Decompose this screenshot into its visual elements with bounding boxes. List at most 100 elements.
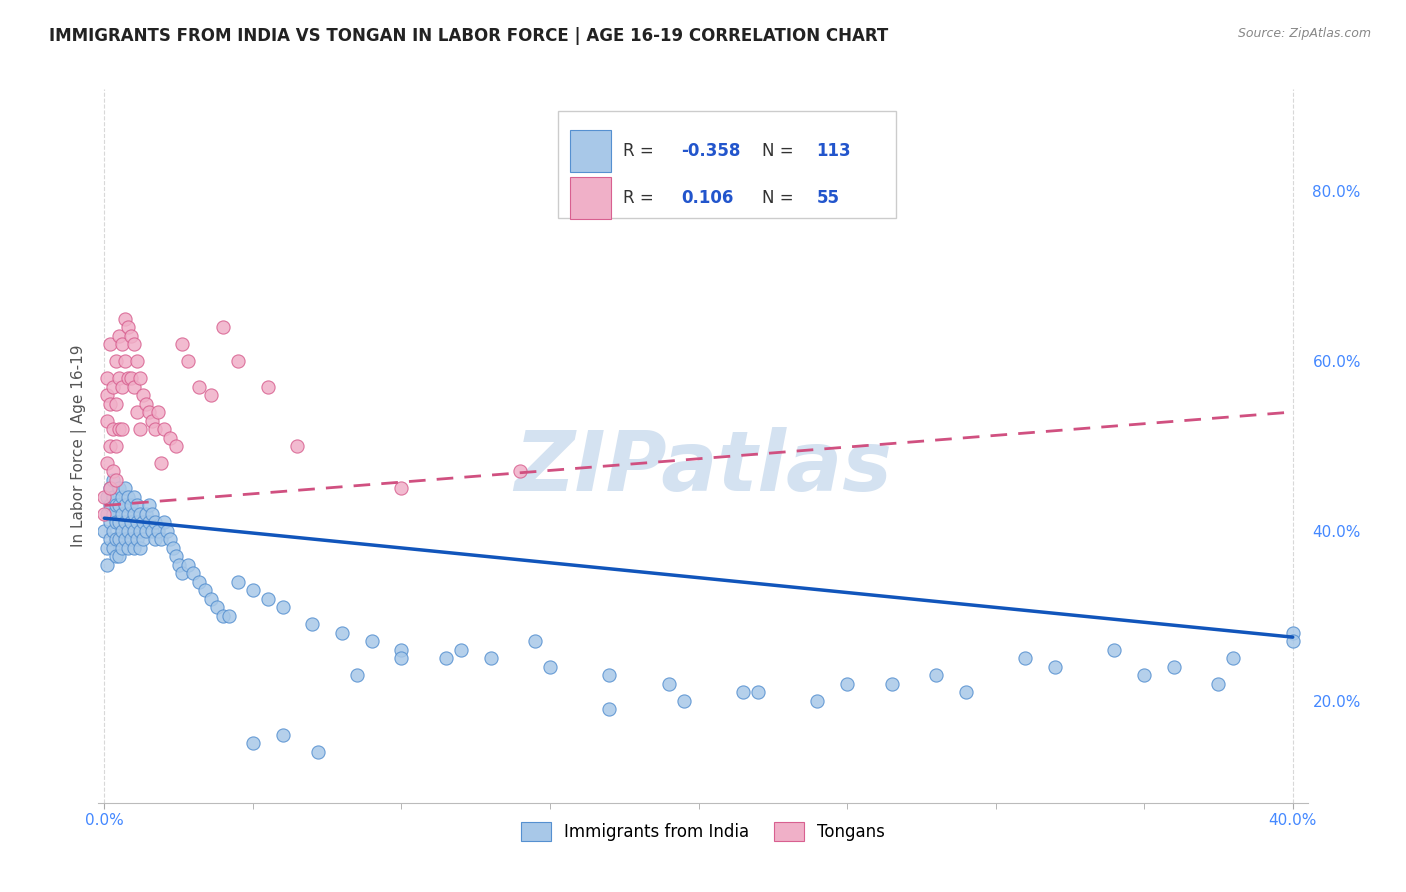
Point xyxy=(108,533,131,547)
Point xyxy=(96,507,118,521)
Point xyxy=(434,651,457,665)
Point xyxy=(125,354,148,368)
Point xyxy=(129,507,152,521)
Point xyxy=(114,311,136,326)
Point xyxy=(93,507,115,521)
Point xyxy=(96,541,118,555)
Point xyxy=(105,354,128,368)
Text: -0.358: -0.358 xyxy=(682,143,741,161)
Point xyxy=(117,490,139,504)
Point xyxy=(103,422,125,436)
Point xyxy=(835,677,858,691)
Point xyxy=(538,660,561,674)
Point xyxy=(117,371,139,385)
Point xyxy=(122,337,145,351)
Point xyxy=(129,371,152,385)
Point xyxy=(122,507,145,521)
Point xyxy=(1163,660,1185,674)
Point xyxy=(98,499,121,513)
Point xyxy=(149,456,172,470)
Point xyxy=(176,354,198,368)
Point xyxy=(256,591,278,606)
Point xyxy=(111,379,134,393)
Point xyxy=(122,379,145,393)
Point xyxy=(105,549,128,564)
Point xyxy=(138,405,160,419)
Point xyxy=(125,405,148,419)
Point xyxy=(226,574,249,589)
Point xyxy=(120,499,142,513)
Point xyxy=(598,668,620,682)
Point xyxy=(111,507,134,521)
Point xyxy=(108,516,131,530)
Text: Source: ZipAtlas.com: Source: ZipAtlas.com xyxy=(1237,27,1371,40)
Point xyxy=(391,482,413,496)
Point xyxy=(120,516,142,530)
Text: 113: 113 xyxy=(817,143,851,161)
Point xyxy=(98,482,121,496)
Point xyxy=(114,516,136,530)
Point xyxy=(141,507,163,521)
Point xyxy=(103,379,125,393)
Point xyxy=(391,643,413,657)
Point xyxy=(188,574,211,589)
Point xyxy=(509,465,531,479)
Point xyxy=(212,320,235,334)
Point xyxy=(271,728,294,742)
Point xyxy=(165,439,187,453)
Point xyxy=(1104,643,1126,657)
Point xyxy=(658,677,681,691)
Point xyxy=(96,413,118,427)
Point xyxy=(132,388,155,402)
Text: 0.106: 0.106 xyxy=(682,189,734,207)
Point xyxy=(103,507,125,521)
Point xyxy=(141,524,163,538)
Point xyxy=(152,422,174,436)
Point xyxy=(108,371,131,385)
Point xyxy=(287,439,309,453)
Point xyxy=(120,533,142,547)
Point xyxy=(114,499,136,513)
Point xyxy=(747,685,769,699)
Point xyxy=(733,685,755,699)
Point xyxy=(105,516,128,530)
Point xyxy=(93,524,115,538)
Point xyxy=(114,482,136,496)
Point xyxy=(450,643,472,657)
Text: 55: 55 xyxy=(817,189,839,207)
Point xyxy=(105,439,128,453)
Point xyxy=(226,354,249,368)
Point xyxy=(129,422,152,436)
Point xyxy=(105,396,128,410)
Point xyxy=(176,558,198,572)
Text: N =: N = xyxy=(762,143,799,161)
Point xyxy=(200,591,222,606)
Point xyxy=(96,371,118,385)
Point xyxy=(122,541,145,555)
Point xyxy=(146,524,169,538)
Point xyxy=(1043,660,1066,674)
Point xyxy=(301,617,323,632)
Point xyxy=(143,516,166,530)
Point xyxy=(120,371,142,385)
Point xyxy=(162,541,184,555)
Point xyxy=(170,337,193,351)
Point xyxy=(108,549,131,564)
Point xyxy=(117,320,139,334)
FancyBboxPatch shape xyxy=(569,130,612,172)
Point xyxy=(156,524,179,538)
Point xyxy=(129,524,152,538)
Point xyxy=(96,490,118,504)
Point xyxy=(360,634,382,648)
Point xyxy=(159,430,181,444)
Point xyxy=(307,745,329,759)
Point xyxy=(117,541,139,555)
Point xyxy=(672,694,695,708)
Point xyxy=(138,516,160,530)
Point xyxy=(1281,634,1303,648)
Point xyxy=(806,694,828,708)
Point xyxy=(183,566,205,581)
Point xyxy=(122,524,145,538)
Y-axis label: In Labor Force | Age 16-19: In Labor Force | Age 16-19 xyxy=(72,344,87,548)
FancyBboxPatch shape xyxy=(569,178,612,219)
